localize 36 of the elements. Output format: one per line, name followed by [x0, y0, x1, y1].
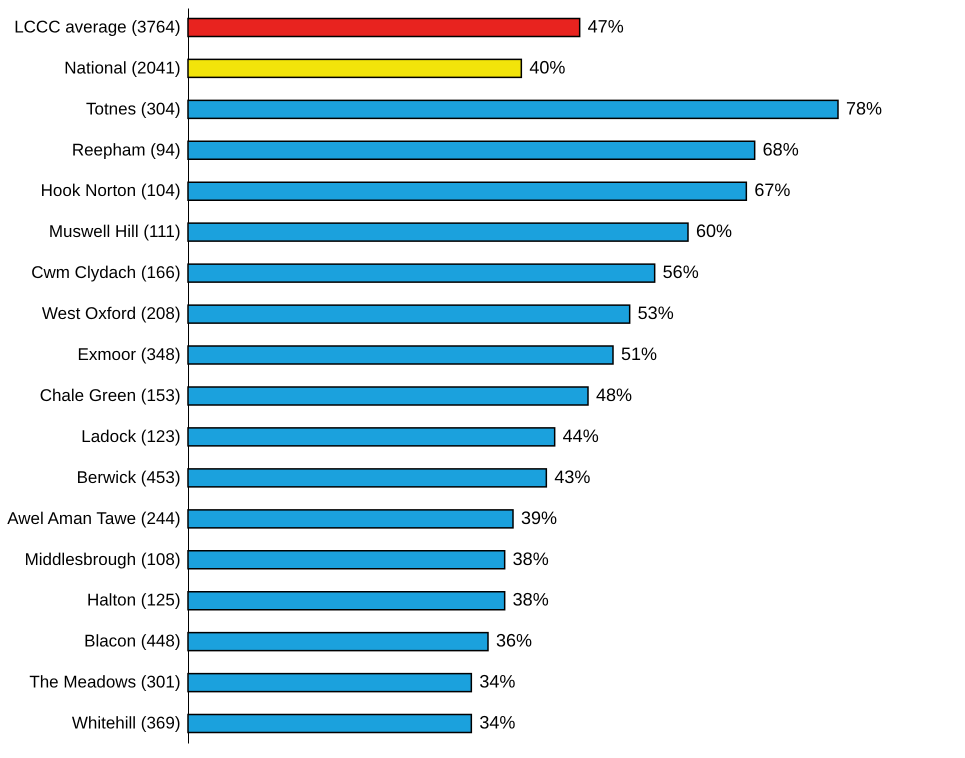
data-label: 56%	[662, 262, 699, 282]
data-label: 43%	[554, 466, 590, 487]
y-tick-label: Chale Green (153)	[40, 386, 180, 405]
data-label: 38%	[512, 590, 549, 610]
y-tick-label: LCCC average (3764)	[14, 17, 180, 36]
y-tick-label: Whitehill (369)	[72, 714, 180, 733]
data-label: 34%	[479, 712, 516, 733]
y-tick-label: Blacon (448)	[84, 632, 180, 651]
y-tick-label: Cwm Clydach (166)	[31, 263, 180, 282]
y-tick-label: Muswell Hill (111)	[48, 222, 180, 242]
y-tick-label: West Oxford (208)	[42, 304, 180, 324]
y-tick-label: National (2041)	[64, 58, 180, 78]
data-label: 40%	[529, 57, 566, 78]
data-label: 47%	[588, 16, 624, 36]
y-tick-label: Berwick (453)	[76, 468, 180, 487]
y-tick-label: Hook Norton (104)	[40, 181, 180, 200]
data-label: 67%	[754, 180, 790, 200]
data-label: 51%	[621, 344, 658, 364]
y-tick-label: Ladock (123)	[81, 426, 180, 446]
data-label: 38%	[512, 548, 549, 569]
data-label: 39%	[521, 508, 558, 528]
data-label: 48%	[596, 384, 632, 405]
y-tick-label: Awel Aman Tawe (244)	[7, 508, 180, 528]
data-label: 36%	[496, 630, 532, 651]
data-label: 60%	[696, 221, 732, 242]
y-tick-label: Middlesbrough (108)	[24, 550, 180, 569]
data-label: 78%	[846, 98, 882, 118]
y-tick-label: The Meadows (301)	[29, 672, 180, 692]
data-label: 68%	[762, 139, 799, 160]
data-label: 44%	[562, 426, 599, 446]
y-tick-label: Reepham (94)	[72, 140, 180, 160]
y-tick-label: Exmoor (348)	[78, 345, 180, 364]
data-label: 53%	[638, 303, 674, 324]
y-tick-label: Totnes (304)	[86, 99, 180, 118]
y-tick-label: Halton (125)	[86, 590, 180, 610]
data-label: 34%	[479, 672, 516, 692]
